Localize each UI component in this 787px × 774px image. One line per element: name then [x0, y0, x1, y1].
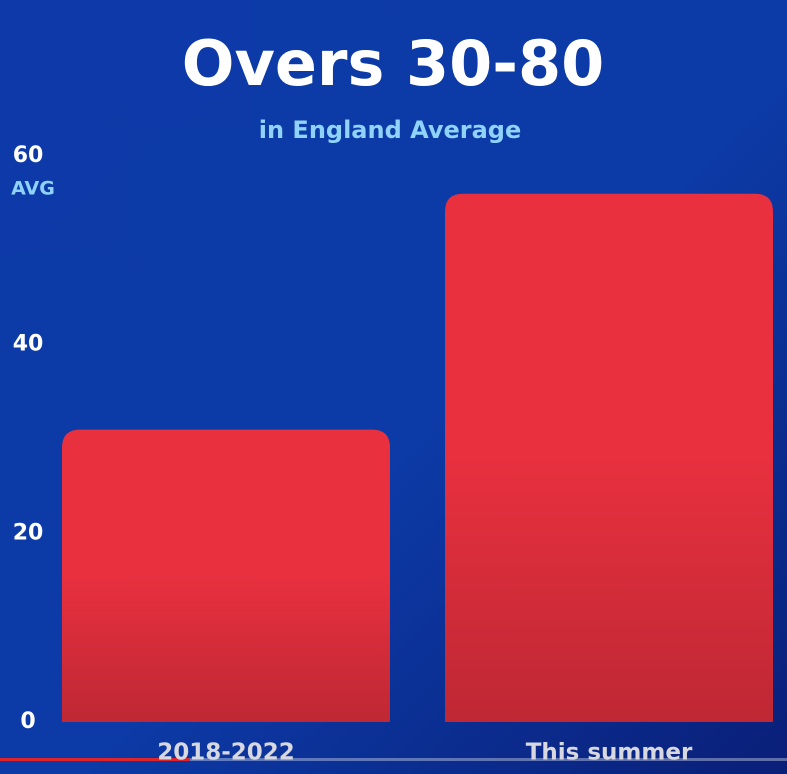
- y-tick-label: 40: [13, 332, 44, 357]
- y-tick-label: 20: [13, 520, 44, 545]
- y-axis-label: AVG: [11, 178, 55, 200]
- video-progress-track: [0, 758, 787, 761]
- bar-shade: [62, 429, 390, 722]
- chart-title: Overs 30-80: [182, 27, 605, 100]
- x-tick-label: This summer: [526, 740, 693, 766]
- chart-subtitle: in England Average: [259, 116, 522, 144]
- x-tick-label: 2018-2022: [157, 740, 295, 766]
- y-tick-label: 60: [13, 143, 44, 168]
- video-progress: [0, 758, 190, 761]
- bar-shade: [445, 193, 773, 722]
- y-tick-label: 0: [20, 709, 35, 734]
